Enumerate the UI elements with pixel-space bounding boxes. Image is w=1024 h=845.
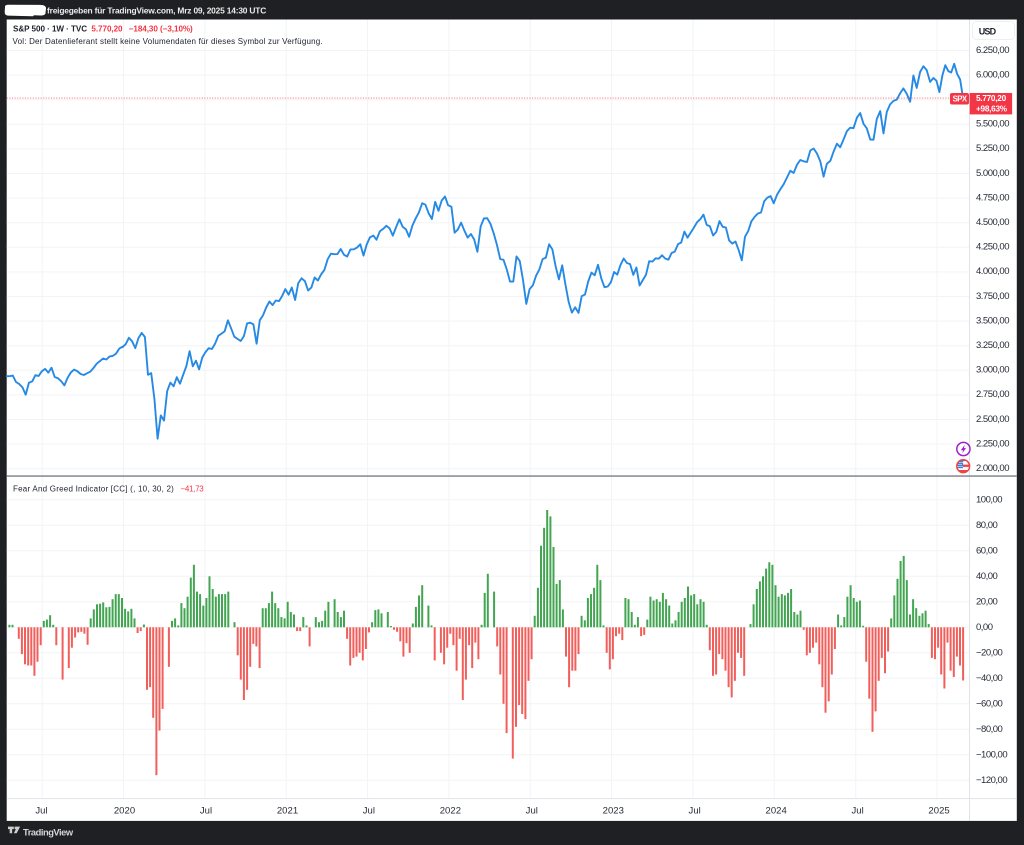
svg-text:freigegeben für TradingView.co: freigegeben für TradingView.com, Mrz 09,…	[47, 6, 266, 16]
svg-text:2024: 2024	[766, 806, 787, 817]
svg-text:4.500,00: 4.500,00	[976, 217, 1009, 228]
svg-text:−184,30 (−3,10%): −184,30 (−3,10%)	[129, 25, 193, 34]
svg-text:2023: 2023	[603, 806, 624, 817]
svg-text:Jul: Jul	[851, 806, 863, 817]
svg-text:2.250,00: 2.250,00	[976, 438, 1009, 449]
svg-text:6.000,00: 6.000,00	[976, 69, 1009, 80]
svg-text:5.000,00: 5.000,00	[976, 168, 1009, 179]
svg-text:20,00: 20,00	[976, 596, 997, 607]
svg-text:S&P 500 · 1W · TVC: S&P 500 · 1W · TVC	[13, 25, 87, 34]
svg-text:Fear And Greed Indicator [CC]: Fear And Greed Indicator [CC] (, 10, 30,…	[13, 485, 174, 494]
svg-text:USD: USD	[979, 27, 997, 37]
svg-text:6.250,00: 6.250,00	[976, 45, 1009, 56]
svg-text:2.500,00: 2.500,00	[976, 414, 1009, 425]
svg-text:5.770,20: 5.770,20	[976, 94, 1007, 103]
svg-text:Jul: Jul	[200, 806, 212, 817]
svg-text:4.000,00: 4.000,00	[976, 266, 1009, 277]
svg-text:80,00: 80,00	[976, 520, 997, 531]
svg-text:4.750,00: 4.750,00	[976, 192, 1009, 203]
svg-text:Jul: Jul	[526, 806, 538, 817]
svg-text:−20,00: −20,00	[976, 647, 1003, 658]
svg-text:4.250,00: 4.250,00	[976, 242, 1009, 253]
svg-text:−40,00: −40,00	[976, 673, 1003, 684]
svg-text:SPX: SPX	[953, 95, 968, 104]
svg-text:3.500,00: 3.500,00	[976, 315, 1009, 326]
svg-text:−41,73: −41,73	[181, 485, 205, 494]
svg-text:−60,00: −60,00	[976, 698, 1003, 709]
svg-text:3.000,00: 3.000,00	[976, 365, 1009, 376]
svg-text:60,00: 60,00	[976, 545, 997, 556]
svg-text:5.770,20: 5.770,20	[91, 25, 123, 34]
svg-text:Jul: Jul	[35, 806, 47, 817]
svg-text:0,00: 0,00	[976, 622, 993, 633]
svg-text:2020: 2020	[114, 806, 135, 817]
svg-text:Jul: Jul	[689, 806, 701, 817]
svg-text:Jul: Jul	[363, 806, 375, 817]
svg-text:3.750,00: 3.750,00	[976, 291, 1009, 302]
svg-text:5.500,00: 5.500,00	[976, 119, 1009, 130]
svg-text:100,00: 100,00	[976, 494, 1002, 505]
svg-text:2.750,00: 2.750,00	[976, 389, 1009, 400]
svg-text:−120,00: −120,00	[976, 775, 1007, 786]
svg-text:5.250,00: 5.250,00	[976, 143, 1009, 154]
svg-text:3.250,00: 3.250,00	[976, 340, 1009, 351]
svg-text:−100,00: −100,00	[976, 749, 1007, 760]
svg-text:40,00: 40,00	[976, 571, 997, 582]
svg-text:2.000,00: 2.000,00	[976, 463, 1009, 474]
svg-text:2022: 2022	[440, 806, 461, 817]
svg-text:−80,00: −80,00	[976, 724, 1003, 735]
svg-text:+98,63%: +98,63%	[976, 104, 1008, 113]
svg-text:2021: 2021	[277, 806, 298, 817]
svg-text:2025: 2025	[928, 806, 949, 817]
svg-text:Vol: Der Datenlieferant stellt: Vol: Der Datenlieferant stellt keine Vol…	[13, 37, 323, 46]
svg-text:TradingView: TradingView	[23, 828, 74, 838]
